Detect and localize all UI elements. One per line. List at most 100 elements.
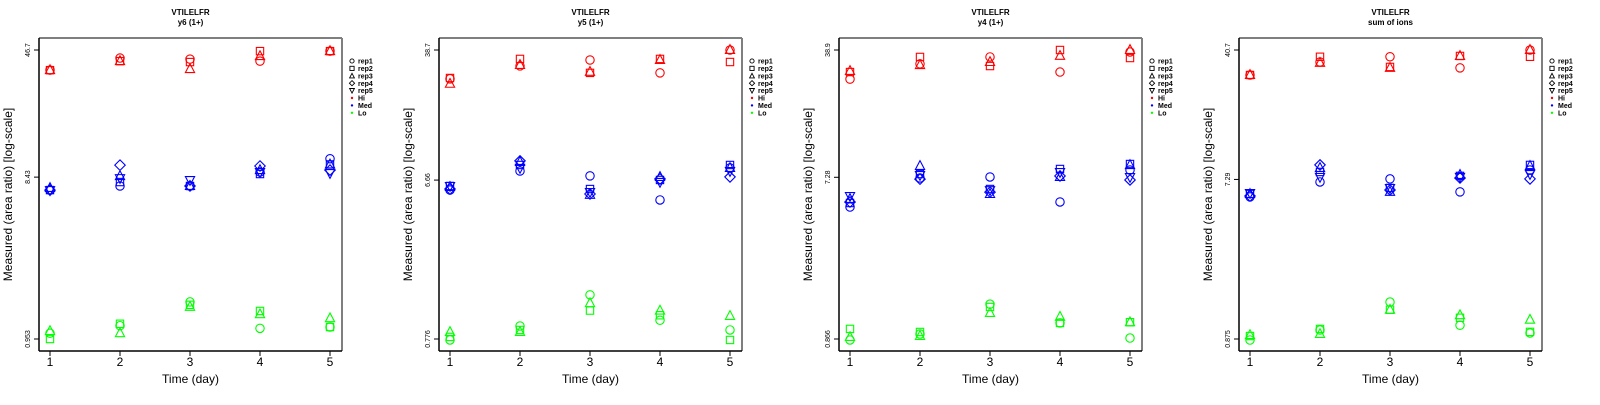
data-point-med-rep1 [1455, 187, 1465, 197]
chart-subtitle: sum of ions [1368, 18, 1413, 27]
data-point-lo-rep3 [724, 309, 736, 320]
x-axis-label: Time (day) [1362, 372, 1419, 386]
x-axis-label: Time (day) [162, 372, 219, 386]
x-tick-label: 5 [727, 355, 734, 369]
data-point-hi-rep1 [655, 68, 665, 78]
data-point-med-rep4 [583, 187, 597, 200]
data-point-lo-rep2 [1525, 327, 1535, 337]
legend-dot-hi-icon [1150, 96, 1154, 100]
y-tick-label: 40.7 [1225, 43, 1232, 57]
data-point-med-rep4 [1523, 172, 1537, 185]
y-tick-label: 0.866 [825, 330, 832, 348]
data-point-med-rep5 [984, 186, 996, 197]
legend-label: Med [1158, 103, 1172, 110]
chart-subtitle: y4 (1+) [978, 18, 1004, 27]
legend-label: Med [758, 103, 772, 110]
legend-label: rep1 [1158, 59, 1173, 66]
data-point-med-rep4 [113, 159, 127, 172]
data-point-lo-rep3 [1054, 310, 1066, 321]
data-point-med-rep4 [843, 195, 857, 209]
legend-dot-med-icon [750, 104, 754, 107]
data-point-med-rep1 [585, 171, 595, 181]
legend-label: rep2 [1158, 66, 1173, 73]
data-point-lo-rep1 [655, 315, 665, 326]
data-point-med-rep5 [654, 177, 666, 189]
y-tick-label: 8.43 [25, 170, 32, 184]
legend-label: Hi [758, 96, 765, 103]
x-tick-label: 3 [1387, 355, 1394, 369]
data-point-lo-rep1 [725, 325, 735, 335]
y-axis-label: Measured (area ratio) [log-scale] [1201, 108, 1215, 281]
legend-label: Hi [1158, 96, 1165, 103]
data-point-lo-rep3 [1314, 327, 1326, 339]
data-point-med-rep5 [1384, 183, 1396, 195]
data-point-med-rep3 [1454, 168, 1466, 179]
x-tick-label: 1 [1247, 355, 1254, 369]
data-point-med-rep5 [1524, 170, 1536, 181]
data-point-med-rep4 [1313, 158, 1327, 171]
data-point-hi-rep3 [1314, 56, 1326, 67]
legend-triangle-up-icon [1548, 72, 1556, 79]
data-point-lo-rep3 [1524, 313, 1536, 324]
data-point-hi-rep1 [1125, 47, 1135, 57]
x-tick-label: 2 [917, 355, 924, 369]
legend-label: Hi [358, 96, 365, 103]
x-tick-label: 5 [327, 355, 334, 369]
data-point-med-rep5 [1314, 172, 1326, 184]
x-tick-label: 4 [657, 355, 664, 369]
chart-title: VTILELFR [1371, 8, 1409, 17]
data-point-med-rep3 [914, 159, 926, 170]
legend-label: rep3 [1158, 73, 1173, 80]
data-point-med-rep5 [44, 186, 56, 197]
series-med [1243, 158, 1537, 203]
series-med [443, 154, 737, 205]
data-point-med-rep4 [723, 170, 737, 183]
legend-square-icon [1549, 65, 1555, 71]
data-point-med-rep5 [254, 168, 266, 179]
data-point-med-rep5 [914, 171, 926, 182]
data-point-lo-rep2 [585, 306, 595, 315]
data-point-hi-rep2 [515, 54, 525, 64]
data-point-lo-rep3 [1244, 328, 1256, 340]
x-tick-label: 2 [1317, 355, 1324, 369]
legend-circle-icon [749, 58, 755, 64]
data-point-lo-rep3 [654, 304, 666, 315]
series-lo [1244, 297, 1536, 345]
data-point-med-rep4 [443, 183, 457, 196]
data-point-med-rep4 [253, 159, 267, 173]
legend-label: rep2 [758, 66, 773, 73]
legend-triangle-down-icon [748, 88, 756, 95]
data-point-hi-rep1 [585, 55, 595, 65]
data-point-lo-rep3 [1124, 315, 1136, 327]
legend-triangle-down-icon [1148, 88, 1156, 95]
data-point-med-rep1 [1055, 197, 1065, 207]
legend-label: rep5 [1158, 88, 1173, 95]
data-point-med-rep2 [725, 160, 735, 170]
y-tick-label: 6.66 [425, 173, 432, 187]
data-point-lo-rep2 [725, 335, 735, 345]
legend-dot-lo-icon [750, 111, 754, 115]
data-point-hi-rep3 [914, 58, 926, 70]
chart-title: VTILELFR [571, 8, 609, 17]
series-lo [444, 290, 736, 345]
data-point-lo-rep3 [444, 325, 456, 337]
data-point-lo-rep3 [44, 324, 56, 336]
data-point-hi-rep2 [445, 73, 455, 83]
data-point-med-rep5 [1054, 168, 1066, 179]
data-point-hi-rep3 [1124, 43, 1136, 55]
data-point-med-rep4 [513, 154, 527, 167]
data-point-med-rep5 [324, 168, 336, 180]
data-point-med-rep5 [444, 181, 456, 193]
x-tick-label: 3 [187, 355, 194, 369]
legend-dot-hi-icon [1550, 96, 1554, 100]
data-point-hi-rep3 [114, 54, 126, 66]
legend-label: Lo [1158, 110, 1167, 117]
y-tick-label: 38.9 [825, 43, 832, 57]
legend-circle-icon [349, 58, 355, 64]
data-point-hi-rep3 [514, 58, 526, 69]
series-med [43, 153, 337, 197]
data-point-lo-rep3 [1384, 303, 1396, 314]
data-point-med-rep3 [1124, 158, 1136, 170]
